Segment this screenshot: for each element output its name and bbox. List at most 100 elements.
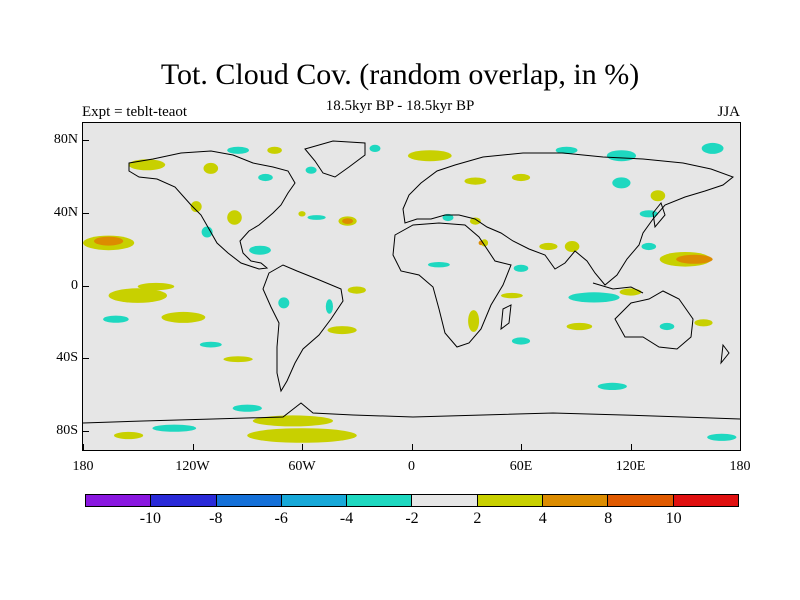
colorbar-label: 4 [538,510,547,527]
anomaly-region [201,226,213,238]
anomaly-region [407,150,452,162]
coastline-africa [392,222,512,348]
colorbar-label: 8 [604,510,613,527]
anomaly-region [223,356,253,363]
lon-tick [631,444,632,450]
coastline-australia [614,290,694,350]
anomaly-region [258,173,273,182]
map-plot-area [82,122,741,451]
anomaly-region [103,315,129,323]
colorbar-label: -2 [405,510,419,527]
coastline-indonesia [592,282,644,294]
colorbar-swatch [216,495,282,506]
lon-tick-label: 60E [509,459,533,474]
lon-tick [412,444,413,450]
lat-tick-label: 80N [53,132,78,148]
anomaly-region [227,210,242,225]
anomaly-region [128,159,166,171]
anomaly-region [108,288,167,303]
colorbar-swatch [347,495,413,506]
anomaly-region [247,428,357,443]
anomaly-region [249,245,271,255]
anomaly-region [641,242,657,251]
anomaly-region [676,254,713,264]
anomaly-region [707,433,737,441]
anomaly-region [469,217,481,225]
experiment-label: Expt = teblt-teaot [82,104,188,120]
anomaly-region [511,337,531,345]
lat-tick [83,431,89,432]
coastline-greenland [304,140,366,178]
anomaly-region [227,146,250,154]
anomaly-region [694,319,713,327]
anomaly-region [278,297,290,309]
anomaly-region [539,242,558,251]
colorbar-label: 2 [473,510,482,527]
lon-tick-label: 120W [175,459,210,474]
colorbar-swatch [151,495,217,506]
anomaly-region [513,264,529,272]
colorbar-swatch [281,495,348,506]
map-title: Tot. Cloud Cov. (random overlap, in %) [160,58,640,91]
anomaly-region [442,213,454,222]
coastline-north-america [128,150,296,270]
anomaly-region [659,322,675,331]
lat-tick [83,140,89,141]
anomaly-region [325,299,333,314]
coastline-madagascar [500,304,512,331]
colorbar-swatch [86,495,152,506]
world-map [83,140,740,443]
colorbar-label: -4 [339,510,354,527]
anomaly-region [342,218,354,224]
lon-tick-label: 120E [615,459,646,474]
lat-tick-label: 0 [71,277,78,293]
season-label: JJA [717,104,740,120]
coastline-south-america [262,264,344,393]
anomaly-region [619,288,642,296]
coastline-japan [652,201,666,229]
anomaly-region [612,177,631,189]
anomaly-region [137,282,175,291]
anomaly-region [369,144,381,152]
anomaly-region [114,431,144,440]
colorbar-swatch [673,495,738,506]
coastline-new-zealand [720,343,730,365]
anomaly-region [701,142,724,154]
lat-tick [83,358,89,359]
anomaly-region [468,310,480,332]
anomaly-region [199,341,222,348]
colorbar-swatch [477,495,544,506]
anomaly-region [511,173,531,182]
lat-tick-label: 40S [56,350,78,366]
map-subtitle: 18.5kyr BP - 18.5kyr BP [325,98,475,114]
anomaly-region [305,166,317,174]
anomaly-region [161,311,206,323]
lat-tick [83,286,89,287]
anomaly-layer [83,142,737,443]
colorbar-swatch [543,495,609,506]
anomaly-region [501,292,523,299]
lon-tick [740,444,741,450]
anomaly-region [232,404,262,412]
lat-tick-label: 80S [56,422,78,438]
anomaly-region [568,292,620,303]
anomaly-region [597,382,627,390]
colorbar-label: 10 [665,510,682,527]
anomaly-region [203,162,219,174]
anomaly-region [252,415,333,427]
lon-tick [193,444,194,450]
lat-tick-label: 40N [53,204,78,220]
lon-tick [83,444,84,450]
colorbar-label: -10 [139,510,162,527]
colorbar-swatch [412,495,478,506]
coastline-layer [83,140,740,424]
coastline-eurasia [402,152,735,286]
lon-tick [521,444,522,450]
anomaly-region [347,286,366,294]
anomaly-region [190,201,202,213]
anomaly-region [152,424,197,432]
anomaly-region [464,177,487,185]
coastline-antarctica [83,402,740,424]
anomaly-region [480,239,489,247]
lon-tick-label: 180 [729,459,751,474]
